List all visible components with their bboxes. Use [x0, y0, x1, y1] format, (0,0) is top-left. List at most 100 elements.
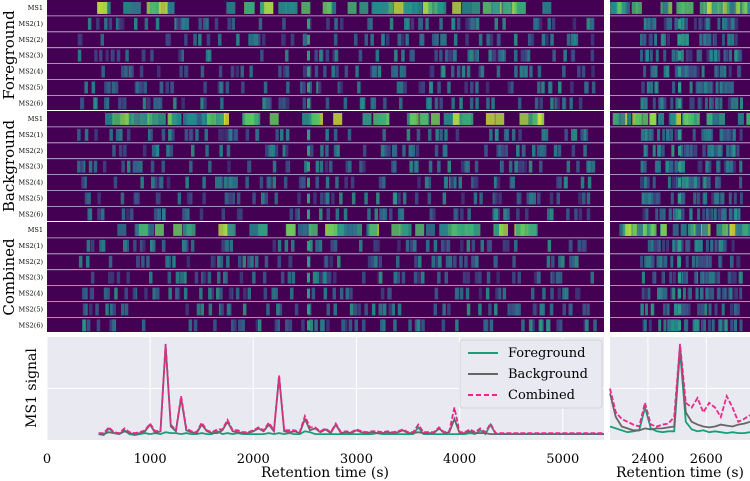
heatmap-signal-cell	[374, 255, 378, 268]
heatmap-signal-cell	[172, 255, 176, 268]
heatmap-signal-cell	[541, 81, 545, 94]
heatmap-signal-cell	[455, 128, 460, 141]
heatmap-signal-cell	[116, 49, 121, 62]
heatmap-signal-cell	[654, 81, 658, 94]
heatmap-signal-cell	[700, 319, 704, 332]
heatmap-signal-cell	[214, 17, 219, 30]
heatmap-signal-cell	[169, 144, 174, 157]
heatmap-panels	[47, 0, 750, 332]
heatmap-signal-cell	[480, 65, 485, 78]
heatmap-signal-cell	[529, 192, 533, 205]
heatmap-signal-cell	[571, 144, 576, 157]
heatmap-signal-cell	[448, 255, 453, 268]
heatmap-signal-cell	[439, 224, 449, 236]
heatmap-signal-cell	[362, 319, 366, 332]
heatmap-signal-cell	[555, 271, 560, 284]
heatmap-signal-cell	[284, 239, 289, 252]
heatmap-signal-cell	[734, 49, 738, 62]
heatmap-signal-cell	[189, 160, 193, 173]
heatmap-signal-cell	[272, 239, 276, 252]
heatmap-signal-cell	[383, 97, 387, 110]
heatmap-signal-cell	[657, 192, 661, 205]
heatmap-signal-cell	[461, 65, 466, 78]
heatmap-signal-cell	[259, 176, 264, 189]
heatmap-signal-cell	[670, 287, 674, 300]
heatmap-signal-cell	[379, 271, 383, 284]
heatmap-signal-cell	[317, 81, 322, 94]
heatmap-signal-cell	[726, 160, 730, 173]
row-label-ms23: MS2(3)	[19, 163, 44, 171]
heatmap-signal-cell	[196, 303, 201, 316]
heatmap-signal-cell	[427, 176, 432, 189]
heatmap-signal-cell	[86, 255, 90, 268]
heatmap-signal-cell	[333, 144, 338, 157]
heatmap-signal-cell	[335, 176, 339, 189]
heatmap-signal-cell	[489, 33, 494, 46]
heatmap-signal-cell	[443, 33, 447, 46]
heatmap-signal-cell	[723, 128, 727, 141]
heatmap-signal-cell	[576, 160, 580, 173]
heatmap-signal-cell	[119, 113, 129, 125]
heatmap-signal-cell	[666, 17, 670, 30]
heatmap-signal-cell	[670, 97, 674, 110]
heatmap-signal-cell	[262, 97, 266, 110]
heatmap-signal-cell	[90, 271, 95, 284]
main-x-tick-label: 4000	[443, 452, 476, 467]
zoom-x-tick-label: 2400	[631, 452, 664, 467]
heatmap-signal-cell	[533, 271, 538, 284]
heatmap-signal-cell	[703, 17, 707, 30]
heatmap-signal-cell	[344, 176, 348, 189]
heatmap-signal-cell	[138, 113, 148, 125]
heatmap-signal-cell	[508, 160, 513, 173]
heatmap-signal-cell	[93, 97, 97, 110]
heatmap-signal-cell	[219, 255, 224, 268]
heatmap-signal-cell	[167, 271, 172, 284]
heatmap-signal-cell	[464, 224, 474, 236]
heatmap-signal-cell	[156, 113, 166, 125]
heatmap-signal-cell	[742, 2, 749, 14]
heatmap-signal-cell	[247, 160, 251, 173]
heatmap-signal-cell	[91, 239, 95, 252]
heatmap-signal-cell	[115, 128, 120, 141]
heatmap-signal-cell	[540, 144, 544, 157]
heatmap-signal-cell	[577, 65, 581, 78]
heatmap-signal-cell	[667, 176, 671, 189]
heatmap-signal-cell	[500, 160, 505, 173]
heatmap-signal-cell	[625, 224, 632, 236]
heatmap-signal-cell	[136, 192, 140, 205]
heatmap-signal-cell	[572, 255, 576, 268]
heatmap-signal-cell	[703, 176, 707, 189]
heatmap-signal-cell	[218, 33, 222, 46]
heatmap-signal-cell	[721, 303, 725, 316]
heatmap-peak-cell	[678, 240, 681, 251]
heatmap-signal-cell	[467, 49, 471, 62]
heatmap-signal-cell	[257, 224, 267, 236]
heatmap-signal-cell	[272, 176, 276, 189]
heatmap-signal-cell	[707, 144, 711, 157]
heatmap-signal-cell	[173, 97, 177, 110]
heatmap-signal-cell	[285, 128, 290, 141]
heatmap-signal-cell	[124, 65, 128, 78]
heatmap-signal-cell	[686, 65, 690, 78]
heatmap-signal-cell	[255, 128, 260, 141]
heatmap-signal-cell	[347, 128, 352, 141]
heatmap-signal-cell	[391, 303, 395, 316]
heatmap-signal-cell	[362, 160, 366, 173]
heatmap-signal-cell	[101, 208, 105, 221]
heatmap-signal-cell	[646, 255, 650, 268]
heatmap-signal-cell	[523, 160, 527, 173]
heatmap-signal-cell	[282, 97, 286, 110]
heatmap-signal-cell	[581, 65, 586, 78]
heatmap-signal-cell	[655, 192, 659, 205]
heatmap-signal-cell	[429, 208, 434, 221]
heatmap-signal-cell	[521, 144, 526, 157]
heatmap-signal-cell	[378, 303, 382, 316]
heatmap-signal-cell	[319, 208, 323, 221]
heatmap-signal-cell	[693, 113, 700, 125]
heatmap-signal-cell	[88, 160, 93, 173]
heatmap-signal-cell	[158, 97, 163, 110]
heatmap-signal-cell	[488, 49, 492, 62]
heatmap-signal-cell	[536, 144, 541, 157]
heatmap-signal-cell	[723, 239, 726, 252]
heatmap-signal-cell	[697, 81, 701, 94]
